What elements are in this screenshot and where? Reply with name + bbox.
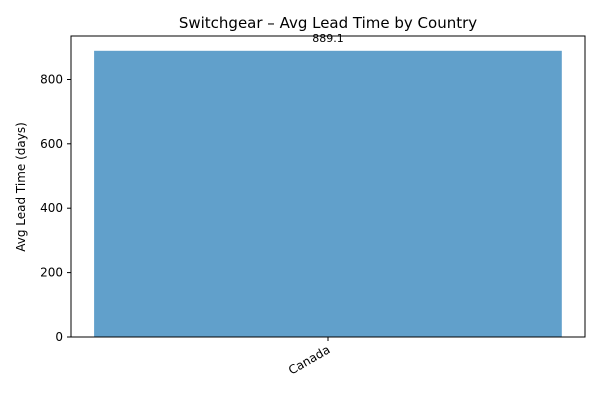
data-label: 889.1 (312, 32, 344, 45)
y-tick-label: 200 (40, 266, 63, 280)
axes-frame (70, 35, 586, 338)
x-tick-label: Canada (286, 342, 333, 377)
bar-canada (94, 50, 562, 338)
chart-title: Switchgear – Avg Lead Time by Country (179, 14, 477, 32)
plot-area: 889.1 Canada 0 200 400 600 800 (40, 32, 586, 377)
y-axis-label: Avg Lead Time (days) (14, 122, 28, 252)
y-tick-label: 600 (40, 137, 63, 151)
y-tick-label: 400 (40, 201, 63, 215)
y-tick-label: 0 (55, 330, 63, 344)
y-tick-label: 800 (40, 73, 63, 87)
